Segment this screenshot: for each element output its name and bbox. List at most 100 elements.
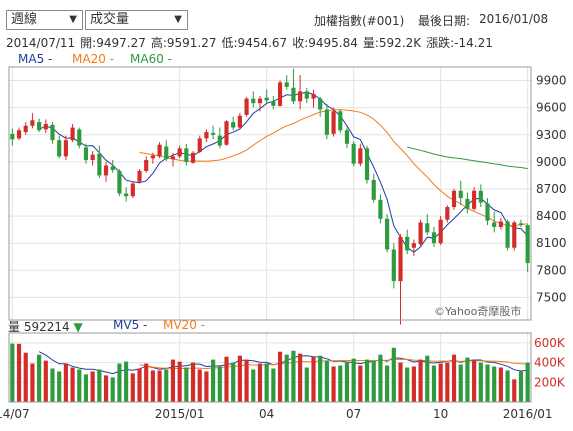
volume-bar — [30, 363, 35, 402]
candle-body — [264, 97, 269, 101]
candle-body — [445, 207, 450, 220]
volume-bar — [385, 365, 390, 402]
volume-bar — [50, 368, 55, 402]
x-tick-label: 2015/01 — [155, 407, 205, 421]
candle-body — [492, 222, 497, 227]
candle-body — [10, 133, 15, 140]
candle-body — [284, 82, 289, 87]
volume-bar — [418, 359, 423, 402]
candle-body — [505, 221, 510, 248]
price-tick-label: 7800 — [536, 263, 567, 277]
volume-bar — [224, 356, 229, 402]
candle-body — [110, 166, 115, 171]
volume-bar — [425, 355, 430, 402]
chevron-down-icon: ▼ — [69, 14, 77, 25]
volume-bar — [405, 367, 410, 402]
x-tick-label: 10 — [433, 407, 448, 421]
volume-bar — [472, 360, 477, 402]
candle-body — [478, 190, 483, 203]
volume-bar — [411, 366, 416, 402]
candle-body — [405, 236, 410, 251]
candle-body — [318, 98, 323, 110]
volume-bar — [398, 362, 403, 402]
candle-body — [23, 125, 28, 133]
candle-body — [485, 203, 490, 221]
candle-body — [130, 183, 135, 197]
volume-bar — [103, 375, 109, 402]
candle-body — [358, 148, 363, 164]
volume-bar — [124, 361, 129, 402]
volume-bar — [371, 360, 376, 402]
volume-bar — [498, 367, 503, 402]
candle-body — [311, 94, 316, 99]
candle-body — [418, 222, 423, 245]
volume-bar — [284, 354, 289, 402]
indicator-select-value: 成交量 — [90, 12, 130, 27]
volume-bar — [264, 363, 269, 402]
volume-bar — [197, 369, 202, 402]
volume-bar — [492, 366, 497, 402]
volume-bar — [137, 368, 142, 402]
candle-body — [70, 127, 75, 141]
watermark: ©Yahoo奇摩股市 — [434, 305, 522, 318]
candle-body — [518, 223, 524, 226]
volume-bar — [244, 359, 249, 402]
candle-body — [364, 148, 370, 180]
volume-bar — [217, 366, 222, 402]
indicator-select[interactable]: 成交量 ▼ — [85, 10, 188, 30]
volume-bar — [77, 369, 82, 402]
volume-bar — [70, 367, 75, 402]
mv20-line — [139, 358, 528, 370]
volume-bar — [344, 361, 350, 402]
volume-bar — [525, 362, 530, 402]
candle-body — [144, 160, 149, 171]
volume-bar — [378, 354, 383, 402]
volume-bar — [211, 359, 216, 402]
candle-body — [164, 146, 169, 160]
candle-body — [217, 135, 222, 146]
volume-bar — [311, 356, 316, 402]
candle-body — [431, 232, 437, 244]
volume-bar — [318, 355, 323, 402]
quote-volume: 量:592.2K — [362, 36, 422, 50]
candle-body — [351, 143, 356, 164]
candle-body — [63, 140, 68, 157]
volume-plot-frame — [8, 332, 532, 403]
candle-body — [237, 115, 242, 128]
price-tick-label: 8700 — [536, 182, 567, 196]
candle-body — [451, 190, 457, 208]
quote-open: 開:9497.27 — [80, 36, 146, 50]
candle-body — [170, 156, 176, 160]
candle-body — [43, 123, 48, 130]
candle-body — [371, 179, 376, 200]
candle-body — [103, 165, 109, 176]
volume-bar — [190, 362, 196, 402]
volume-legend-value: 量 592214 — [8, 320, 70, 334]
candle-body — [244, 98, 249, 115]
volume-bar — [237, 355, 242, 402]
legend-ma20: MA20 - — [72, 52, 114, 66]
candle-body — [177, 148, 182, 157]
volume-bar — [451, 354, 457, 402]
volume-bar — [338, 365, 343, 402]
volume-bar — [177, 361, 182, 402]
candle-body — [271, 101, 276, 106]
volume-bar — [478, 362, 483, 402]
period-select-value: 週線 — [11, 12, 38, 27]
x-tick-label: 2016/01 — [503, 407, 553, 421]
candle-body — [277, 82, 283, 106]
volume-bar — [485, 364, 490, 402]
volume-bar — [431, 365, 437, 402]
period-select[interactable]: 週線 ▼ — [6, 10, 83, 30]
volume-bar — [157, 370, 162, 402]
volume-bar — [351, 358, 356, 402]
price-tick-label: 8400 — [536, 209, 567, 223]
ma60-line — [407, 146, 528, 170]
volume-bar — [57, 371, 62, 402]
x-tick-label: 04 — [259, 407, 274, 421]
volume-bar — [271, 368, 276, 402]
volume-bar — [304, 367, 309, 402]
candle-body — [30, 120, 35, 126]
index-title: 加權指數(#001) — [314, 14, 405, 28]
volume-bar — [164, 369, 169, 402]
